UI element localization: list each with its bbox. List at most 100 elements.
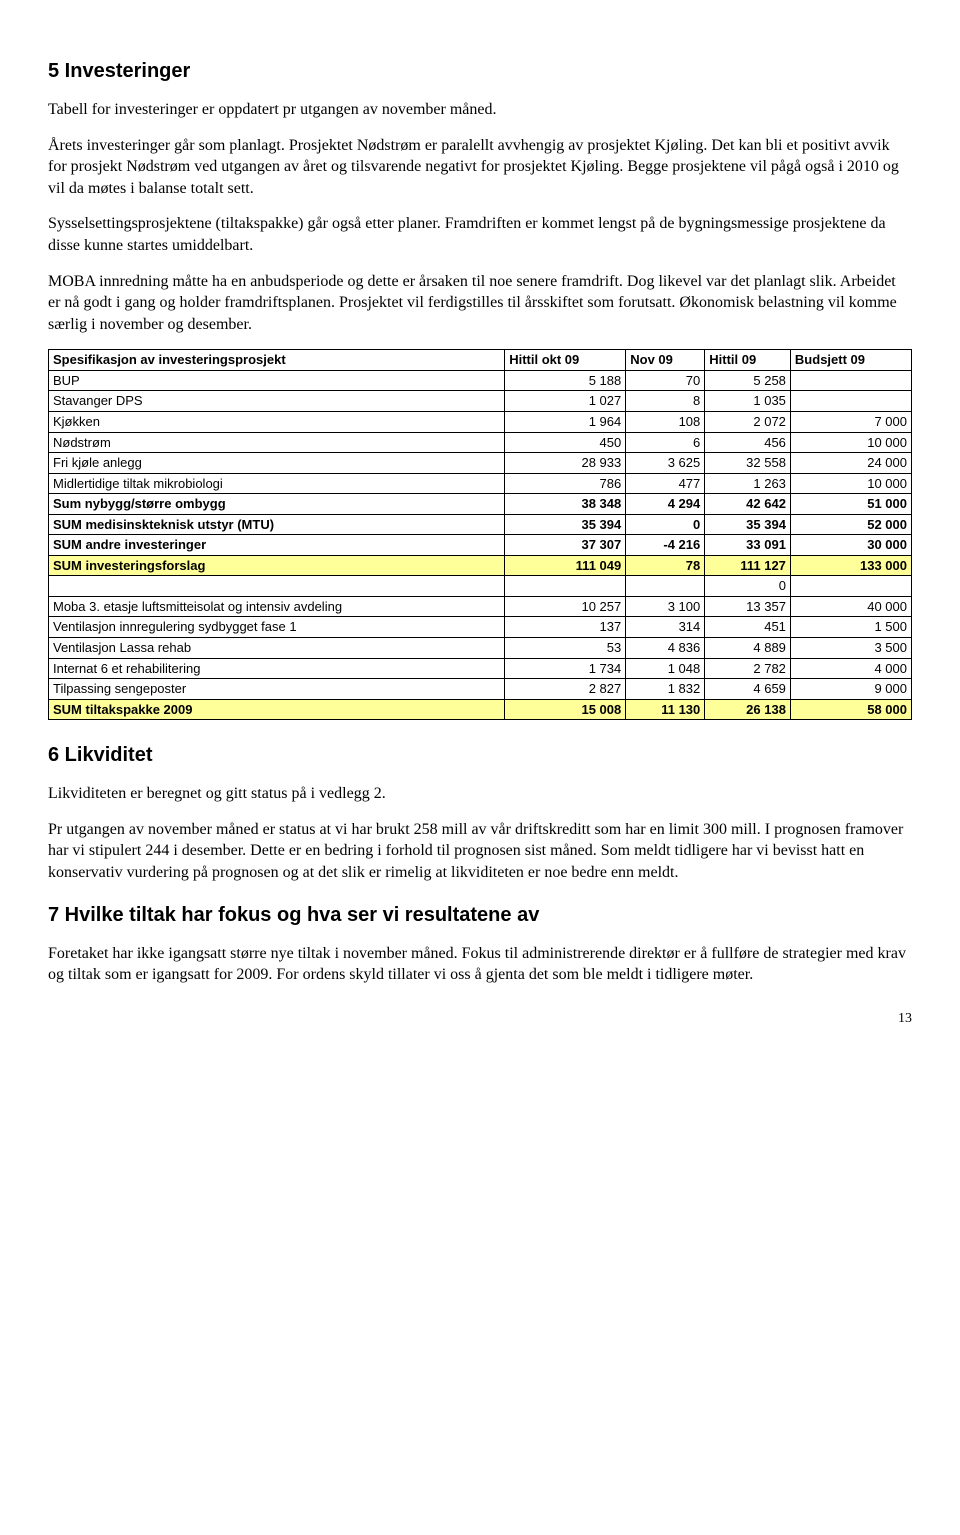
- table-header-row: Spesifikasjon av investeringsprosjekt Hi…: [49, 350, 912, 371]
- table-row: Ventilasjon innregulering sydbygget fase…: [49, 617, 912, 638]
- row-value: 70: [626, 370, 705, 391]
- col-spec: Spesifikasjon av investeringsprosjekt: [49, 350, 505, 371]
- row-value: 10 000: [790, 473, 911, 494]
- row-label: Fri kjøle anlegg: [49, 453, 505, 474]
- table-row: Sum nybygg/større ombygg38 3484 29442 64…: [49, 494, 912, 515]
- row-label: Ventilasjon innregulering sydbygget fase…: [49, 617, 505, 638]
- page-number: 13: [48, 1010, 912, 1029]
- row-value: 4 836: [626, 638, 705, 659]
- row-value: 15 008: [505, 699, 626, 720]
- investment-table: Spesifikasjon av investeringsprosjekt Hi…: [48, 349, 912, 720]
- row-value: 33 091: [705, 535, 791, 556]
- row-label: SUM andre investeringer: [49, 535, 505, 556]
- row-value: [790, 391, 911, 412]
- row-value: 786: [505, 473, 626, 494]
- table-row: SUM investeringsforslag111 04978111 1271…: [49, 555, 912, 576]
- row-value: 11 130: [626, 699, 705, 720]
- row-value: 456: [705, 432, 791, 453]
- row-label: [49, 576, 505, 597]
- section-6-p1: Likviditeten er beregnet og gitt status …: [48, 783, 912, 805]
- row-value: 53: [505, 638, 626, 659]
- row-value: 13 357: [705, 596, 791, 617]
- row-value: 3 100: [626, 596, 705, 617]
- row-value: 7 000: [790, 411, 911, 432]
- table-row: SUM tiltakspakke 200915 00811 13026 1385…: [49, 699, 912, 720]
- row-label: Tilpassing sengeposter: [49, 679, 505, 700]
- row-value: 38 348: [505, 494, 626, 515]
- row-value: 35 394: [505, 514, 626, 535]
- row-label: SUM medisinskteknisk utstyr (MTU): [49, 514, 505, 535]
- row-value: 51 000: [790, 494, 911, 515]
- section-5-p1: Tabell for investeringer er oppdatert pr…: [48, 99, 912, 121]
- row-value: 42 642: [705, 494, 791, 515]
- section-7-title: 7 Hvilke tiltak har fokus og hva ser vi …: [48, 902, 912, 929]
- row-value: 1 500: [790, 617, 911, 638]
- row-value: 2 072: [705, 411, 791, 432]
- row-value: 137: [505, 617, 626, 638]
- row-value: 8: [626, 391, 705, 412]
- row-label: Sum nybygg/større ombygg: [49, 494, 505, 515]
- row-value: -4 216: [626, 535, 705, 556]
- row-value: 58 000: [790, 699, 911, 720]
- row-value: [790, 370, 911, 391]
- row-label: Internat 6 et rehabilitering: [49, 658, 505, 679]
- row-value: 1 035: [705, 391, 791, 412]
- row-value: 108: [626, 411, 705, 432]
- table-row: Internat 6 et rehabilitering1 7341 0482 …: [49, 658, 912, 679]
- row-value: [505, 576, 626, 597]
- section-5-p4: MOBA innredning måtte ha en anbudsperiod…: [48, 271, 912, 336]
- row-value: 24 000: [790, 453, 911, 474]
- row-label: Nødstrøm: [49, 432, 505, 453]
- row-value: 37 307: [505, 535, 626, 556]
- section-5-p2: Årets investeringer går som planlagt. Pr…: [48, 135, 912, 200]
- row-value: 477: [626, 473, 705, 494]
- col-budsjett09: Budsjett 09: [790, 350, 911, 371]
- row-value: 1 027: [505, 391, 626, 412]
- row-value: 40 000: [790, 596, 911, 617]
- table-row: Moba 3. etasje luftsmitteisolat og inten…: [49, 596, 912, 617]
- row-value: 3 625: [626, 453, 705, 474]
- row-label: Kjøkken: [49, 411, 505, 432]
- row-label: Midlertidige tiltak mikrobiologi: [49, 473, 505, 494]
- row-value: 133 000: [790, 555, 911, 576]
- section-6-p2: Pr utgangen av november måned er status …: [48, 819, 912, 884]
- table-row: Ventilasjon Lassa rehab534 8364 8893 500: [49, 638, 912, 659]
- col-nov09: Nov 09: [626, 350, 705, 371]
- col-okt09: Hittil okt 09: [505, 350, 626, 371]
- section-5-p3: Sysselsettingsprosjektene (tiltakspakke)…: [48, 213, 912, 256]
- row-value: 1 832: [626, 679, 705, 700]
- row-value: [790, 576, 911, 597]
- row-label: Stavanger DPS: [49, 391, 505, 412]
- table-row: Stavanger DPS1 02781 035: [49, 391, 912, 412]
- row-label: SUM tiltakspakke 2009: [49, 699, 505, 720]
- row-value: [626, 576, 705, 597]
- row-value: 1 048: [626, 658, 705, 679]
- row-value: 451: [705, 617, 791, 638]
- row-value: 52 000: [790, 514, 911, 535]
- section-6-title: 6 Likviditet: [48, 742, 912, 769]
- row-value: 4 294: [626, 494, 705, 515]
- row-value: 9 000: [790, 679, 911, 700]
- row-label: Ventilasjon Lassa rehab: [49, 638, 505, 659]
- row-label: Moba 3. etasje luftsmitteisolat og inten…: [49, 596, 505, 617]
- row-value: 2 782: [705, 658, 791, 679]
- row-value: 111 049: [505, 555, 626, 576]
- row-value: 35 394: [705, 514, 791, 535]
- row-value: 314: [626, 617, 705, 638]
- row-value: 2 827: [505, 679, 626, 700]
- row-value: 78: [626, 555, 705, 576]
- row-value: 4 889: [705, 638, 791, 659]
- row-value: 26 138: [705, 699, 791, 720]
- row-label: SUM investeringsforslag: [49, 555, 505, 576]
- row-value: 0: [705, 576, 791, 597]
- row-value: 5 258: [705, 370, 791, 391]
- row-value: 10 000: [790, 432, 911, 453]
- section-7-p1: Foretaket har ikke igangsatt større nye …: [48, 943, 912, 986]
- col-hittil09: Hittil 09: [705, 350, 791, 371]
- table-row: Midlertidige tiltak mikrobiologi7864771 …: [49, 473, 912, 494]
- row-value: 4 659: [705, 679, 791, 700]
- row-value: 10 257: [505, 596, 626, 617]
- table-row: Fri kjøle anlegg28 9333 62532 55824 000: [49, 453, 912, 474]
- table-row: 0: [49, 576, 912, 597]
- row-value: 1 964: [505, 411, 626, 432]
